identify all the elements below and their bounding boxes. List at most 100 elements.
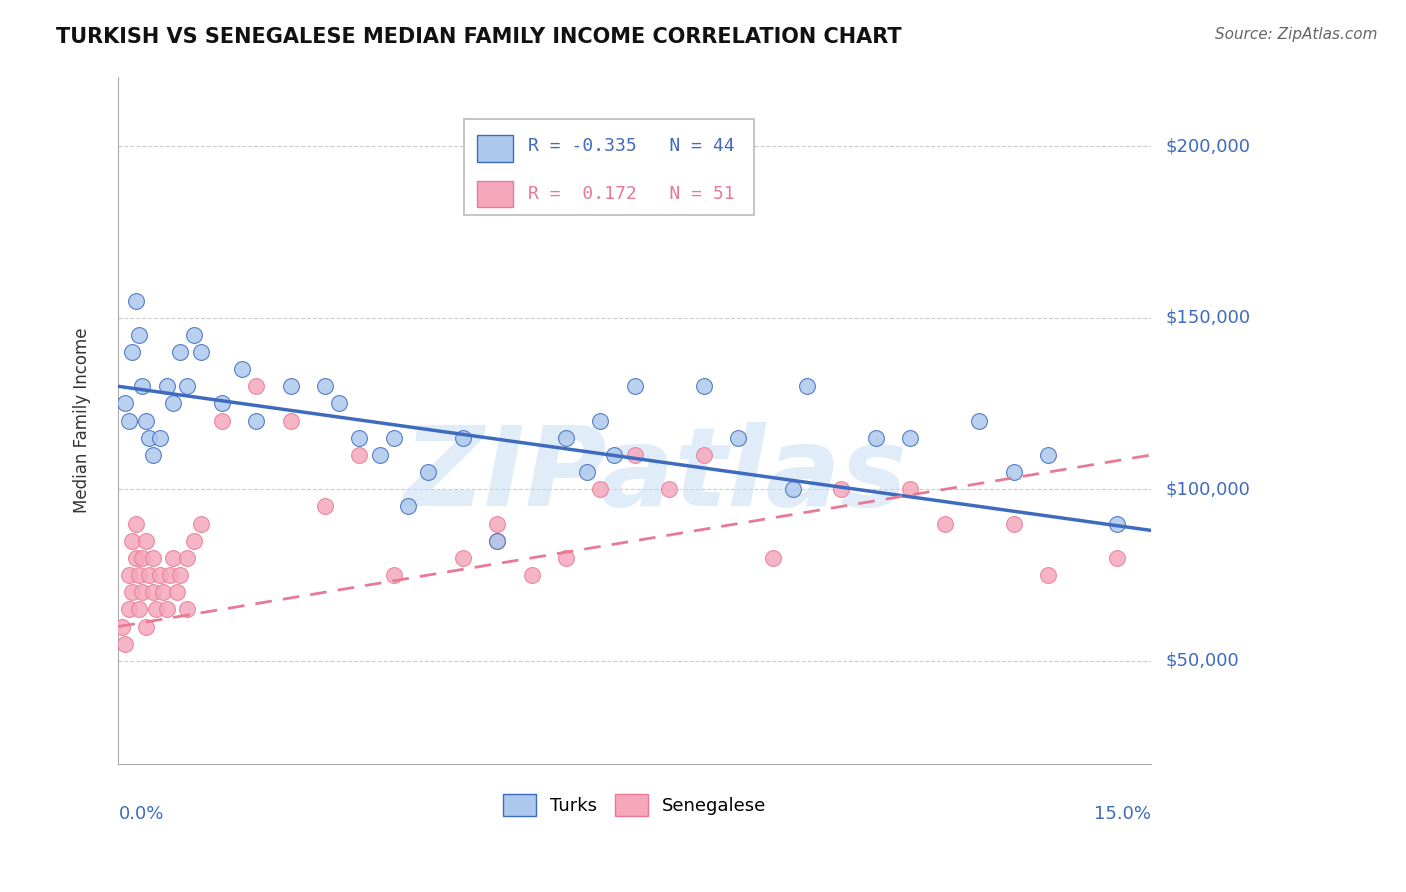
Point <box>118 568 141 582</box>
Point <box>128 327 150 342</box>
Point <box>520 568 543 582</box>
Point <box>124 293 146 308</box>
Point <box>555 431 578 445</box>
Point <box>135 619 157 633</box>
Point <box>149 431 172 445</box>
Point <box>118 414 141 428</box>
Point <box>138 431 160 445</box>
Point <box>782 483 804 497</box>
Point <box>589 483 612 497</box>
Point <box>176 379 198 393</box>
Point <box>314 500 336 514</box>
Point <box>169 568 191 582</box>
Point <box>183 533 205 548</box>
Point <box>231 362 253 376</box>
Point <box>693 379 716 393</box>
Point <box>934 516 956 531</box>
Point <box>142 448 165 462</box>
Point <box>128 568 150 582</box>
Point <box>162 550 184 565</box>
Point <box>658 483 681 497</box>
Point <box>368 448 391 462</box>
Point <box>280 379 302 393</box>
Point <box>796 379 818 393</box>
Point <box>114 396 136 410</box>
Point <box>159 568 181 582</box>
Point <box>121 585 143 599</box>
Point <box>121 533 143 548</box>
Text: TURKISH VS SENEGALESE MEDIAN FAMILY INCOME CORRELATION CHART: TURKISH VS SENEGALESE MEDIAN FAMILY INCO… <box>56 27 901 46</box>
Text: R = -0.335   N = 44: R = -0.335 N = 44 <box>529 136 735 154</box>
Point <box>967 414 990 428</box>
Text: $100,000: $100,000 <box>1166 480 1250 499</box>
Point <box>486 533 509 548</box>
Point <box>138 568 160 582</box>
Point <box>118 602 141 616</box>
Text: $50,000: $50,000 <box>1166 652 1239 670</box>
Point <box>128 602 150 616</box>
Point <box>1105 516 1128 531</box>
Point <box>162 396 184 410</box>
Text: R =  0.172   N = 51: R = 0.172 N = 51 <box>529 185 735 202</box>
Point <box>382 568 405 582</box>
Point <box>624 448 647 462</box>
Point <box>762 550 785 565</box>
Point <box>142 585 165 599</box>
Point <box>328 396 350 410</box>
Point <box>131 585 153 599</box>
Point <box>190 345 212 359</box>
Point <box>211 414 233 428</box>
Text: Source: ZipAtlas.com: Source: ZipAtlas.com <box>1215 27 1378 42</box>
Point <box>131 550 153 565</box>
Point <box>396 500 419 514</box>
Point <box>111 619 134 633</box>
Point <box>1002 465 1025 479</box>
Point <box>830 483 852 497</box>
Point <box>418 465 440 479</box>
Point <box>314 379 336 393</box>
Point <box>155 379 177 393</box>
Text: $200,000: $200,000 <box>1166 137 1250 155</box>
Point <box>135 533 157 548</box>
Point <box>145 602 167 616</box>
Point <box>1002 516 1025 531</box>
Point <box>124 516 146 531</box>
Point <box>1105 550 1128 565</box>
Point <box>124 550 146 565</box>
Point <box>211 396 233 410</box>
Point <box>451 431 474 445</box>
Point <box>152 585 174 599</box>
Point <box>131 379 153 393</box>
Point <box>555 550 578 565</box>
FancyBboxPatch shape <box>477 136 513 161</box>
Point <box>451 550 474 565</box>
Point <box>865 431 887 445</box>
Point <box>166 585 188 599</box>
Point <box>245 414 267 428</box>
Point <box>245 379 267 393</box>
Point <box>169 345 191 359</box>
FancyBboxPatch shape <box>477 180 513 207</box>
Legend: Turks, Senegalese: Turks, Senegalese <box>496 787 773 823</box>
Point <box>382 431 405 445</box>
Point <box>135 414 157 428</box>
Point <box>624 379 647 393</box>
Text: 0.0%: 0.0% <box>118 805 163 823</box>
Point <box>1036 448 1059 462</box>
Text: 15.0%: 15.0% <box>1094 805 1152 823</box>
Point <box>121 345 143 359</box>
Point <box>149 568 172 582</box>
Point <box>603 448 626 462</box>
Point <box>1036 568 1059 582</box>
FancyBboxPatch shape <box>464 119 754 215</box>
Point <box>114 637 136 651</box>
Point <box>898 431 921 445</box>
Point <box>693 448 716 462</box>
Text: Median Family Income: Median Family Income <box>73 328 91 514</box>
Point <box>898 483 921 497</box>
Point <box>176 602 198 616</box>
Point <box>142 550 165 565</box>
Point <box>575 465 598 479</box>
Point <box>190 516 212 531</box>
Text: ZIPatlas: ZIPatlas <box>404 422 907 529</box>
